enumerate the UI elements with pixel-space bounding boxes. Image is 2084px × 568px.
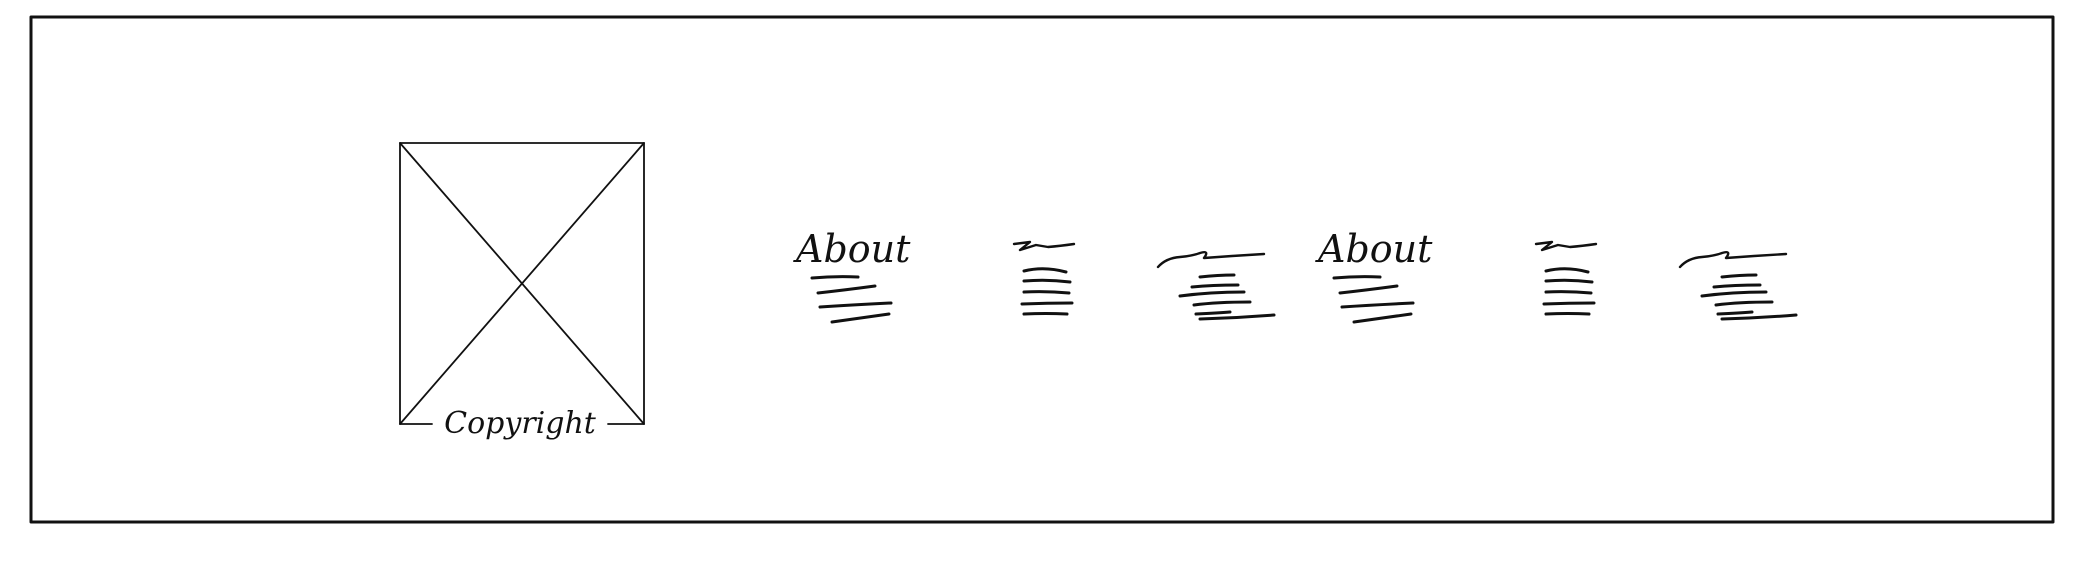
footer-column-1: About [793,227,911,324]
footer-column-heading-scribble [1012,240,1076,252]
footer-column-6 [1678,250,1798,321]
footer-column-2 [1012,240,1076,316]
footer-column-heading: About [1315,227,1433,271]
footer-column-links-scribble[interactable] [1178,273,1276,321]
footer-column-heading-scribble [1678,250,1788,269]
footer-column-4: About [1315,227,1433,324]
footer-column-heading-scribble [1534,240,1598,252]
logo-placeholder[interactable]: Copyright [399,142,645,441]
footer-column-links-scribble[interactable] [810,275,893,324]
footer-column-heading: About [793,227,911,271]
image-placeholder-icon [399,142,645,425]
footer-column-links-scribble[interactable] [1332,275,1415,324]
footer-column-links-scribble[interactable] [1020,267,1074,316]
footer-column-5 [1534,240,1598,316]
footer-columns: About [793,227,1798,324]
footer-frame [29,15,2055,524]
footer-column-links-scribble[interactable] [1700,273,1798,321]
logo-caption: Copyright [444,406,597,441]
footer-column-links-scribble[interactable] [1542,267,1596,316]
footer-column-3 [1156,250,1276,321]
footer-column-heading-scribble [1156,250,1266,269]
